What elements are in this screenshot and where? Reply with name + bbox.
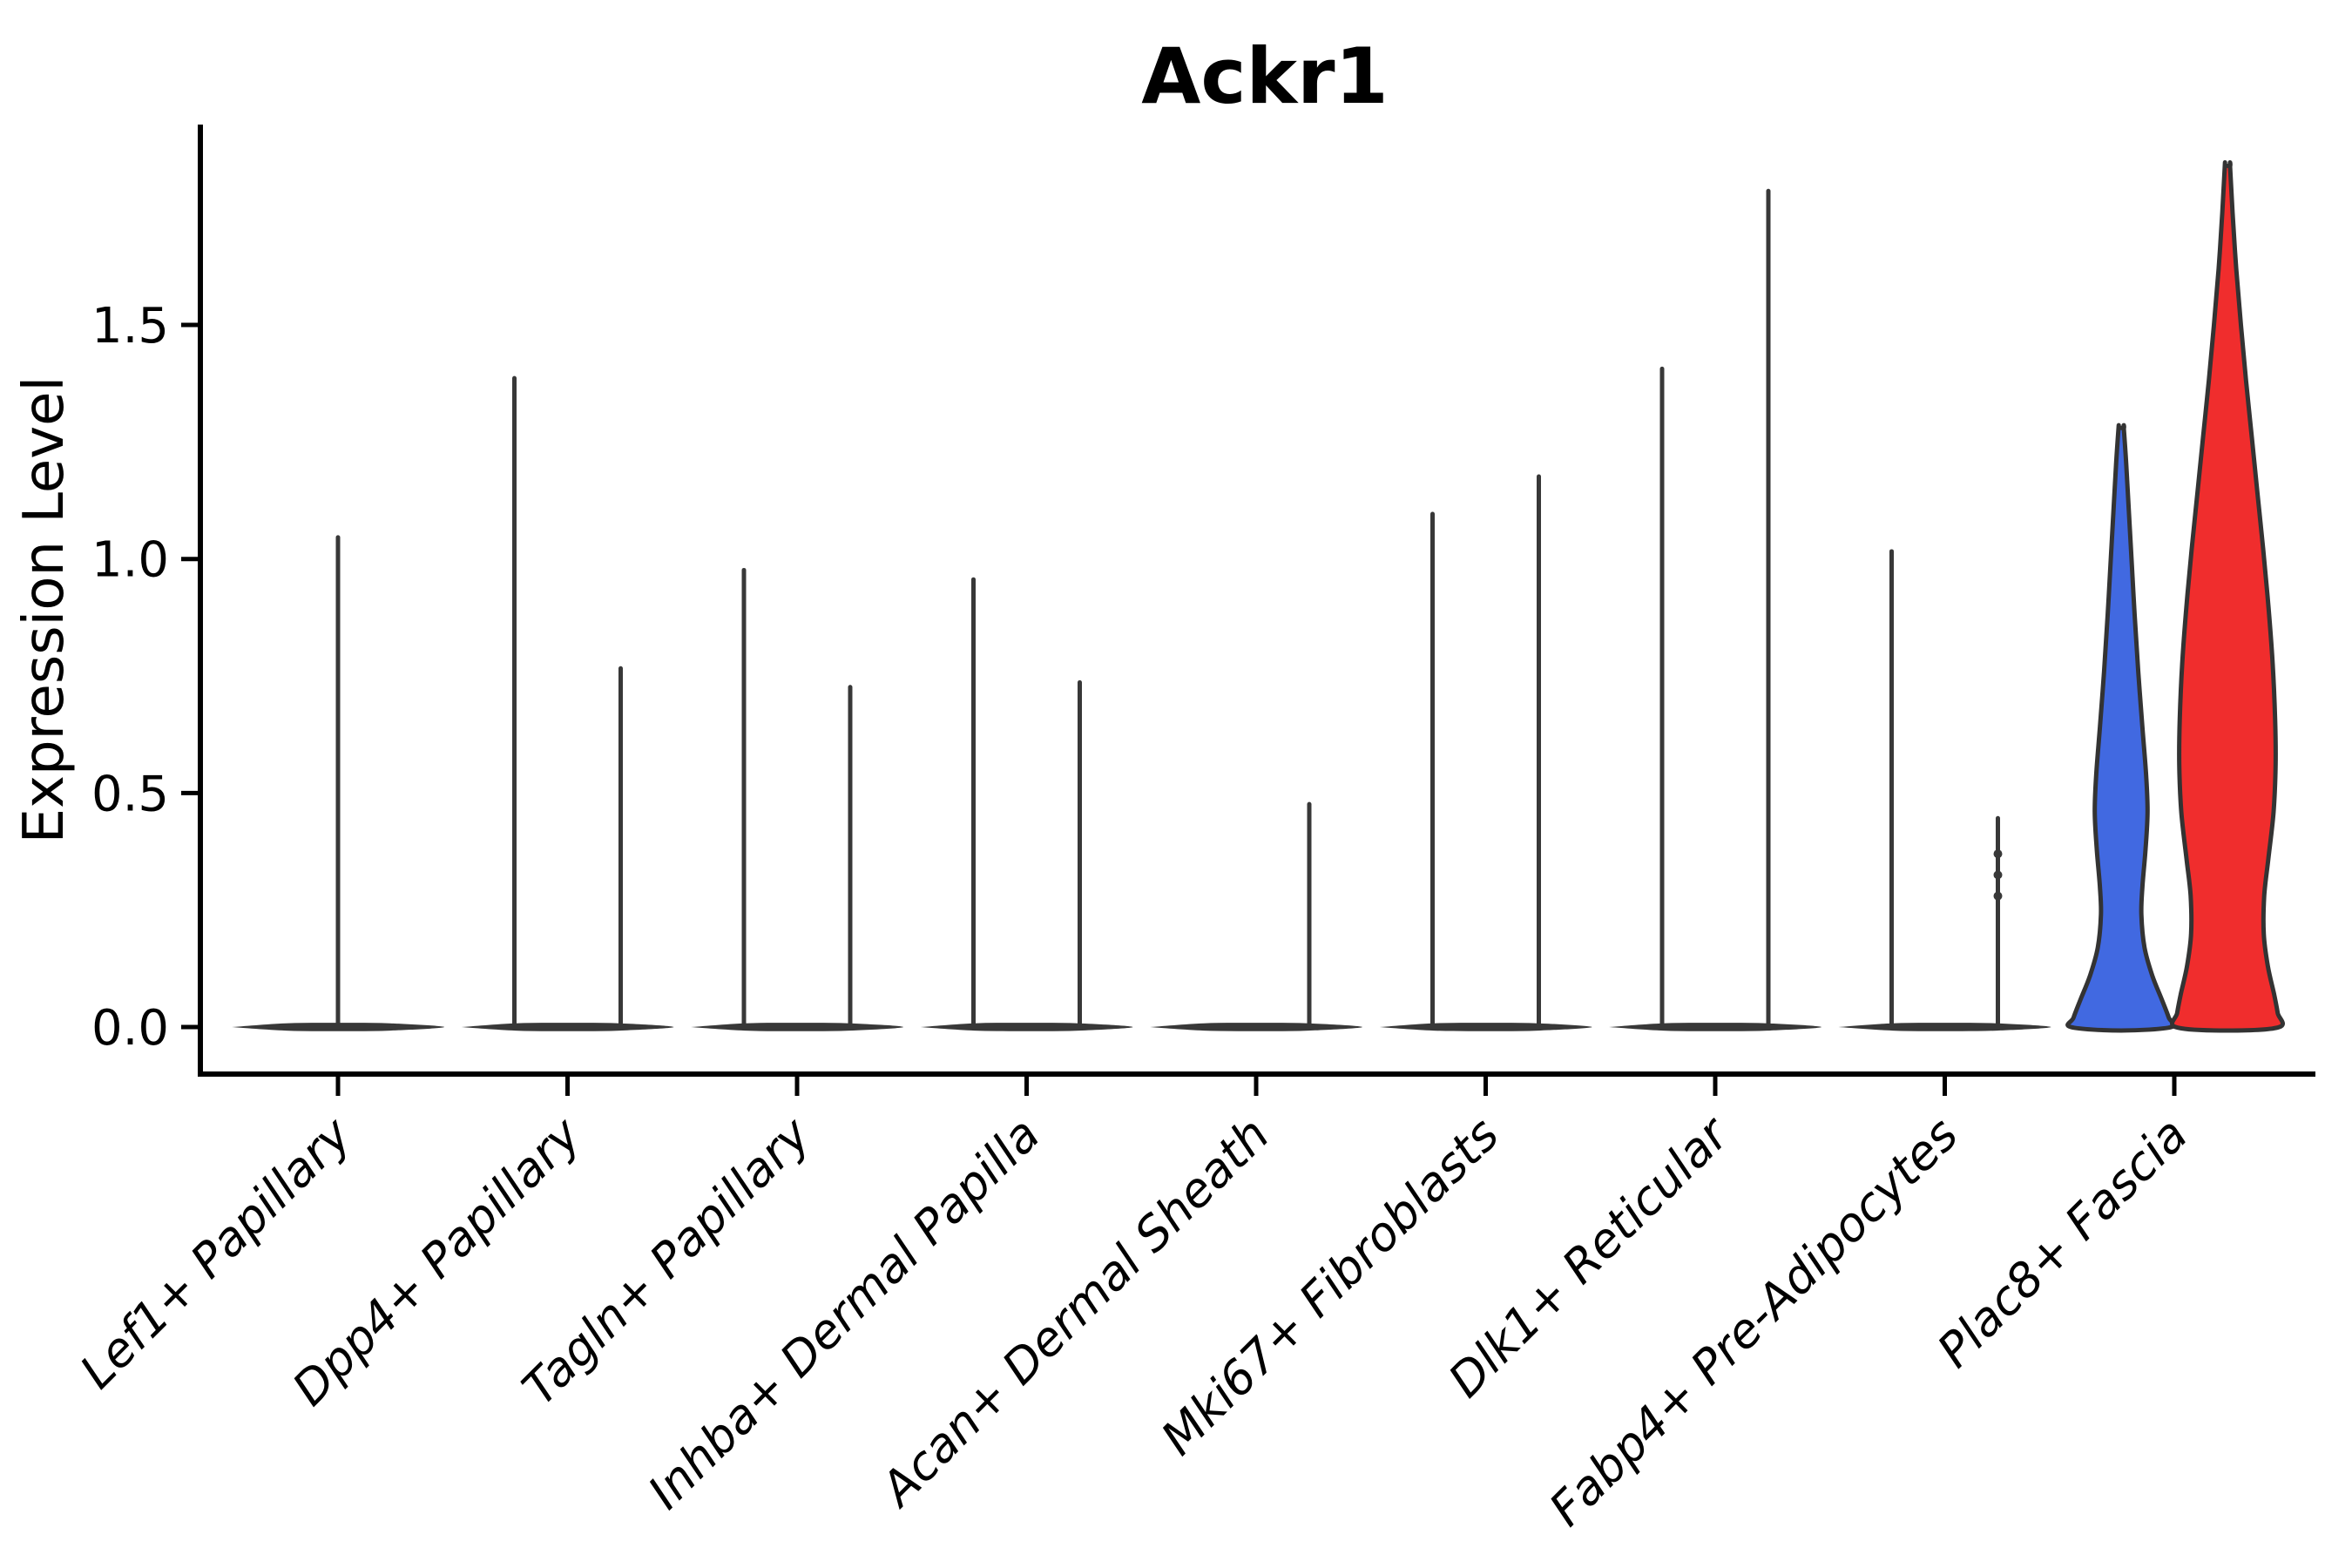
violin-base	[1379, 1023, 1592, 1031]
x-tick-label: Plac8+ Fascia	[1927, 1107, 2198, 1378]
violin-base	[461, 1023, 674, 1031]
violin-base	[1609, 1023, 1821, 1031]
violin-base	[691, 1023, 903, 1031]
y-tick-label: 0.0	[91, 1000, 169, 1057]
violin-body	[2065, 422, 2177, 1033]
axes-layer: 0.0 0.5 1.0 1.5	[91, 125, 2315, 1096]
violin-base	[1838, 1023, 2051, 1031]
chart-title: Ackr1	[1141, 31, 1388, 121]
x-tick-label: Fabp4+ Pre-Adipocytes	[1538, 1107, 1968, 1537]
violin-base	[920, 1023, 1133, 1031]
violin-body	[2170, 159, 2285, 1033]
expression-dot	[1993, 870, 2003, 880]
violin-base	[1150, 1023, 1362, 1031]
y-tick-label: 0.5	[91, 766, 169, 822]
x-tick-label: Inhba+ Dermal Papilla	[638, 1107, 1051, 1520]
y-tick-label: 1.0	[91, 532, 169, 589]
x-tick-label: Acan+ Dermal Sheath	[868, 1107, 1280, 1518]
y-axis-label: Expression Level	[12, 376, 77, 844]
expression-dot	[1993, 849, 2003, 859]
violin-layer	[232, 159, 2285, 1033]
y-tick-label: 1.5	[91, 298, 169, 355]
expression-dot	[1993, 891, 2003, 901]
